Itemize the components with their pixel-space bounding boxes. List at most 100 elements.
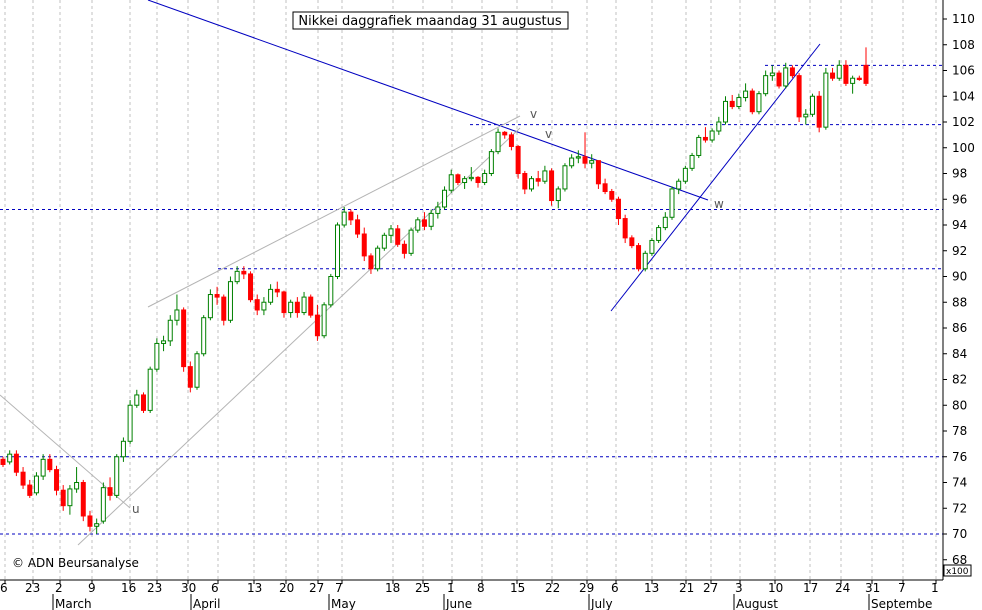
candle [535,170,541,187]
candle-body [334,224,340,277]
candle [140,392,146,413]
price-tick-label: 110 [952,12,975,26]
price-tick-label: 76 [952,450,967,464]
candle-body [749,90,755,113]
candle-body [542,170,548,182]
candle [522,170,528,195]
candle-body [743,90,749,99]
candle [529,176,535,192]
candle [622,214,628,244]
candle [415,217,421,233]
price-tick-label: 106 [952,64,975,78]
candle [562,163,568,192]
date-tick-label: 7 [898,581,906,595]
candle [756,91,762,115]
candle [575,150,581,164]
candle [294,297,300,318]
date-tick-label: 15 [510,581,525,595]
candle [20,467,26,489]
candle-body [281,291,287,314]
candle [221,294,227,326]
candle-body [114,456,120,496]
date-tick-label: 30 [181,581,196,595]
candle-body [522,173,528,190]
price-tick-label: 102 [952,115,975,129]
candle [515,145,521,179]
candle-body [254,299,260,311]
price-tick-label: 90 [952,270,967,284]
candle [823,67,829,130]
candle-body [582,156,588,164]
date-tick-label: 3 [735,581,743,595]
candle-body [174,309,180,321]
price-tick-label: 84 [952,347,967,361]
date-tick-label: 27 [703,581,718,595]
candle-body [529,178,535,190]
candle [462,176,468,189]
date-tick-label: 13 [247,581,262,595]
candle [80,479,86,522]
date-tick-label: 1 [447,581,455,595]
date-tick-label: 24 [835,581,850,595]
candle-body [468,176,474,180]
candle-body [375,247,381,270]
candle [288,299,294,318]
price-tick-label: 100 [952,141,975,155]
candle-body [669,188,675,218]
uptrend-line [610,43,821,312]
month-label: August [736,597,778,610]
candle [234,266,240,285]
price-tick-label: 96 [952,192,967,206]
candle-body [535,178,541,182]
candle [595,160,601,189]
candle-body [549,170,555,202]
candle [201,315,207,357]
channel-line [147,115,521,308]
candle-body [482,173,488,184]
month-label: March [55,597,92,610]
candle [649,237,655,256]
candle [214,286,220,305]
candle-body [442,189,448,208]
candle [107,477,113,501]
downtrend-line [147,0,709,201]
candle-body [488,151,494,175]
candle [194,351,200,390]
candle [448,169,454,193]
candle-body [361,233,367,257]
candle [716,116,722,135]
candle-body [508,134,514,147]
candle-body [428,212,434,227]
candle-body [341,211,347,226]
candle-body [288,301,294,314]
candle-body [676,180,682,190]
candle-body [181,309,187,368]
candle [401,240,407,259]
candle [749,88,755,115]
candle-body [395,228,401,245]
candle-body [355,219,361,235]
candle [174,294,180,326]
candle-body [80,482,86,517]
price-tick-label: 78 [952,424,967,438]
candle-body [20,471,26,486]
candle [87,510,93,532]
candle [328,273,334,308]
candlestick-series [0,47,869,534]
candle [428,209,434,231]
candle-body [589,160,595,164]
candle [314,304,320,341]
candle-body [502,131,508,136]
candle-body [234,270,240,283]
candle-body [167,319,173,342]
candle [729,94,735,110]
date-tick-label: 18 [385,581,400,595]
candle [94,518,100,534]
candle [0,456,6,468]
candle-body [609,191,615,200]
candle [54,465,60,496]
price-tick-label: 70 [952,527,967,541]
candle-body [462,178,468,184]
date-tick-label: 7 [335,581,343,595]
candle [615,196,621,225]
